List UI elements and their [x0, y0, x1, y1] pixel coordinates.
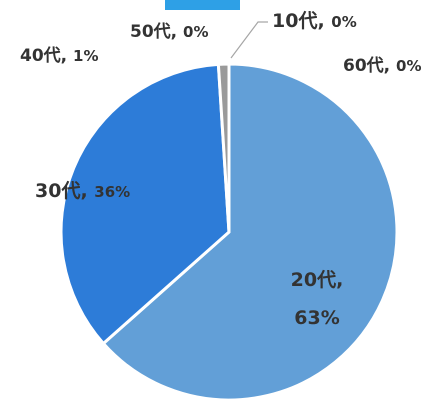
data-label-50代: 50代, 0% [130, 21, 209, 42]
pie-slice-40代 [216, 62, 231, 234]
data-label-30代: 30代, 36% [35, 180, 130, 202]
pie-slice-30代 [59, 62, 231, 346]
data-labels: 10代, 0% 20代, 63% 30代, 36% 40代, 1% 50代, 0% 60代,… [20, 10, 422, 329]
data-label-40代: 40代, 1% [20, 45, 99, 66]
data-label-60代: 60代, 0% [343, 55, 422, 76]
data-label-20代: 20代, [291, 269, 344, 291]
leader-line-10 [230, 21, 268, 59]
pie-slices [59, 62, 399, 400]
title-bar [165, 0, 240, 10]
data-label-10代: 10代, 0% [272, 10, 357, 32]
data-label-percent-20代: 63% [294, 307, 339, 329]
pie-slice-20代 [101, 62, 399, 400]
leader-lines [230, 21, 268, 59]
